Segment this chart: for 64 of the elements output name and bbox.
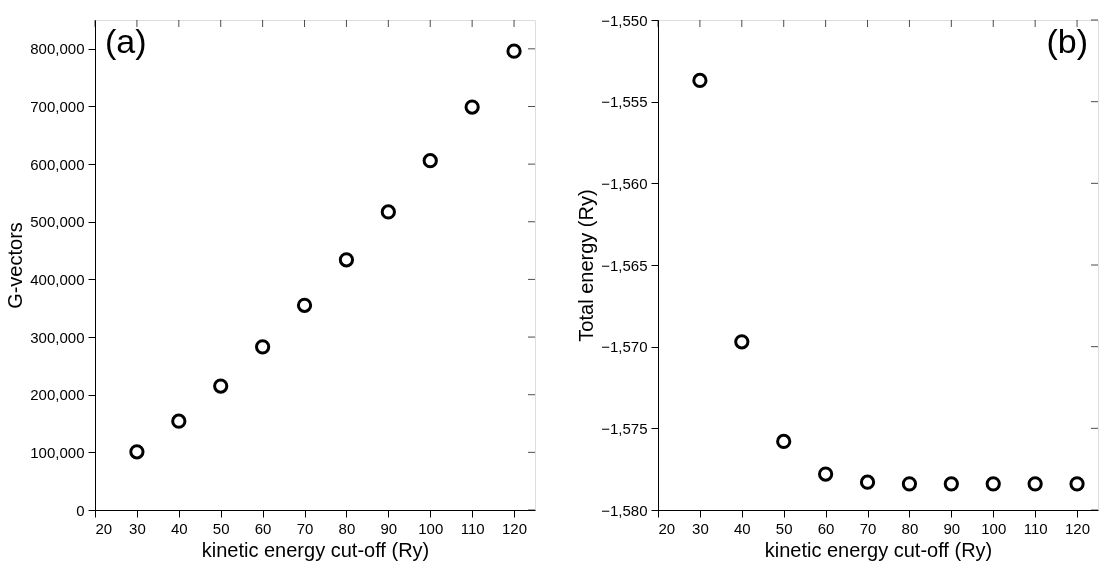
point <box>213 378 229 394</box>
x-tick-label: 100 <box>418 519 444 537</box>
x-tick-label: 110 <box>460 519 485 537</box>
point <box>818 466 834 482</box>
y-axis-title: Total energy (Ry) <box>575 189 598 342</box>
x-tick-label: 40 <box>170 519 188 537</box>
x-tick-label: 30 <box>692 519 709 537</box>
y-tick-label: −1,550 <box>601 11 648 29</box>
point <box>734 334 750 350</box>
point <box>380 204 396 220</box>
point <box>296 297 313 313</box>
y-tick-label: −1,560 <box>601 174 648 192</box>
y-tick-label: 300,000 <box>30 328 85 346</box>
x-tick-label: 50 <box>775 519 793 537</box>
point <box>943 476 959 492</box>
x-tick-label: 90 <box>380 519 398 537</box>
y-tick-label: 100,000 <box>30 443 85 461</box>
point <box>171 413 187 429</box>
y-tick-label: −1,555 <box>601 93 648 111</box>
x-tick-label: 30 <box>129 519 146 537</box>
x-tick-label: 20 <box>658 519 676 537</box>
x-tick-label: 90 <box>943 519 961 537</box>
x-tick-label: 100 <box>981 519 1007 537</box>
y-tick-label: 0 <box>76 501 85 519</box>
x-tick-label: 60 <box>254 519 272 537</box>
y-tick-label: 400,000 <box>30 270 85 288</box>
y-tick-label: −1,575 <box>601 419 648 437</box>
point <box>901 476 918 492</box>
y-tick-label: −1,565 <box>601 256 648 274</box>
x-tick-label: 70 <box>859 519 877 537</box>
y-tick-label: 700,000 <box>30 97 85 115</box>
point <box>129 444 145 460</box>
x-tick-label: 110 <box>1023 519 1048 537</box>
point <box>1069 476 1085 492</box>
x-tick-label: 70 <box>296 519 314 537</box>
x-tick-label: 40 <box>733 519 751 537</box>
y-tick-label: 500,000 <box>30 213 85 231</box>
x-tick-label: 20 <box>95 519 113 537</box>
x-tick-label: 120 <box>1065 519 1091 537</box>
point <box>422 153 438 169</box>
point <box>338 252 355 268</box>
point <box>506 43 522 59</box>
annotation: (b) <box>1046 22 1088 60</box>
annotation: (a) <box>105 22 147 60</box>
point <box>859 474 876 490</box>
point <box>1027 476 1043 492</box>
y-axis-title: G-vectors <box>4 222 27 309</box>
y-tick-label: −1,570 <box>601 338 648 356</box>
y-tick-label: 200,000 <box>30 386 85 404</box>
point <box>692 72 708 89</box>
point <box>776 433 792 450</box>
y-tick-label: −1,580 <box>601 501 648 519</box>
point <box>464 99 480 115</box>
x-tick-label: 120 <box>502 519 528 537</box>
point <box>255 339 271 355</box>
x-axis-title: kinetic energy cut-off (Ry) <box>201 538 430 561</box>
x-tick-label: 60 <box>817 519 835 537</box>
x-tick-label: 50 <box>212 519 230 537</box>
x-tick-label: 80 <box>338 519 356 537</box>
point <box>985 476 1001 492</box>
y-tick-label: 600,000 <box>30 155 85 173</box>
x-axis-title: kinetic energy cut-off (Ry) <box>764 538 993 561</box>
x-tick-label: 80 <box>901 519 919 537</box>
y-tick-label: 800,000 <box>30 40 85 58</box>
